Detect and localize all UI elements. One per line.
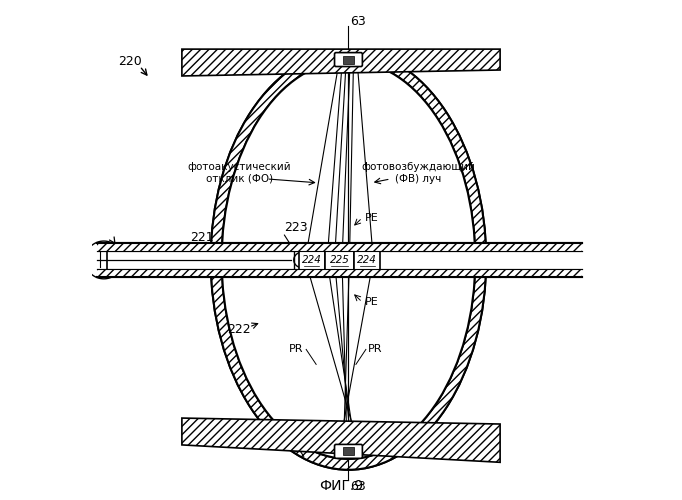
- Bar: [343, 56, 354, 64]
- Text: фотовозбуждающий
(ФВ) луч: фотовозбуждающий (ФВ) луч: [361, 162, 475, 184]
- FancyBboxPatch shape: [335, 444, 362, 458]
- Text: 222: 222: [227, 323, 251, 336]
- Text: 220: 220: [118, 54, 142, 68]
- Bar: [343, 448, 354, 456]
- Polygon shape: [182, 49, 500, 76]
- Text: 62: 62: [291, 435, 307, 448]
- Text: 223: 223: [284, 221, 308, 234]
- Bar: [299, 248, 325, 272]
- Ellipse shape: [211, 50, 486, 470]
- Text: 63: 63: [351, 480, 366, 492]
- Bar: [98, 243, 582, 251]
- Text: 63: 63: [351, 15, 366, 28]
- Text: 224: 224: [357, 255, 377, 265]
- Text: 221: 221: [190, 231, 213, 244]
- Text: ФИГ.9: ФИГ.9: [319, 478, 363, 492]
- Polygon shape: [182, 418, 500, 463]
- Text: PE: PE: [365, 212, 379, 222]
- Ellipse shape: [211, 50, 486, 470]
- Text: 225: 225: [329, 255, 349, 265]
- Ellipse shape: [222, 61, 475, 459]
- Text: PR: PR: [368, 344, 383, 354]
- Ellipse shape: [222, 61, 475, 459]
- Bar: [98, 269, 582, 277]
- Bar: [98, 243, 582, 251]
- Text: фотоакустический
отклик (ФО): фотоакустический отклик (ФО): [188, 162, 291, 184]
- Text: PE: PE: [365, 297, 379, 307]
- Text: PR: PR: [289, 344, 303, 354]
- Text: 224: 224: [301, 255, 322, 265]
- Bar: [98, 251, 582, 269]
- Bar: [98, 243, 582, 277]
- Bar: [98, 269, 582, 277]
- Bar: [355, 248, 381, 272]
- FancyBboxPatch shape: [335, 52, 362, 66]
- Bar: [325, 248, 355, 272]
- Text: 62: 62: [291, 60, 307, 72]
